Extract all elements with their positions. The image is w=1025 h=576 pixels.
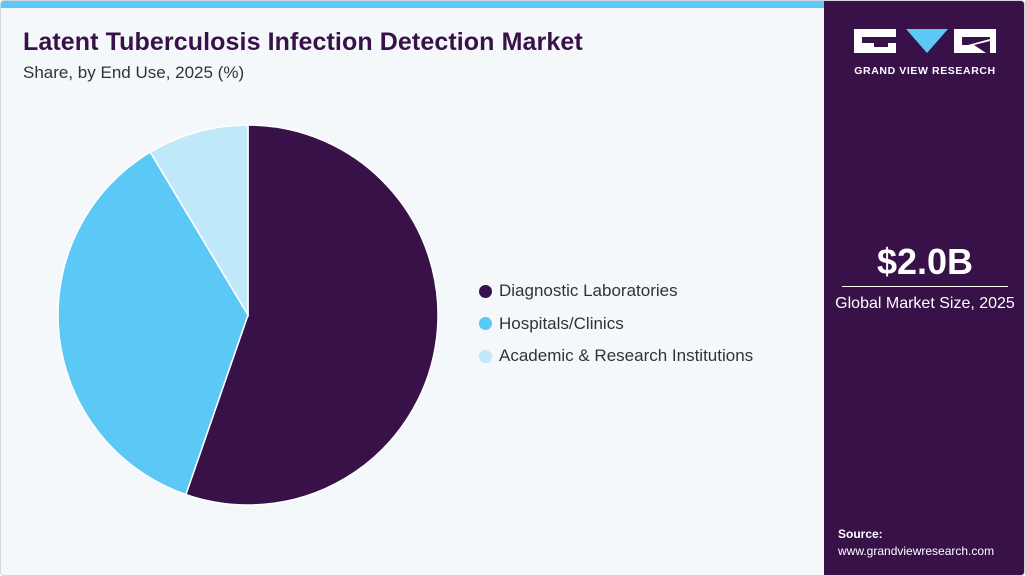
legend-label: Diagnostic Laboratories — [499, 281, 678, 300]
legend-swatch — [479, 284, 492, 298]
top-accent-bar — [1, 1, 824, 8]
chart-legend: Diagnostic Laboratories Hospitals/Clinics… — [479, 281, 753, 379]
chart-title: Latent Tuberculosis Infection Detection … — [23, 28, 583, 56]
source-label: Source: — [838, 527, 883, 541]
source-link[interactable]: www.grandviewresearch.com — [838, 544, 995, 558]
brand-name: GRAND VIEW RESEARCH — [854, 65, 996, 77]
pie-chart — [57, 124, 439, 506]
market-size-value: $2.0B — [876, 241, 974, 282]
legend-label: Academic & Research Institutions — [499, 346, 754, 365]
brand-sidebar: GRAND VIEW RESEARCH $2.0B Global Market … — [824, 1, 1024, 575]
market-size-label: Global Market Size, 2025 — [835, 295, 1015, 312]
legend-item: Diagnostic Laboratories — [479, 281, 753, 301]
legend-item: Hospitals/Clinics — [479, 314, 753, 334]
pie-slice-diagnostic-laboratories — [184, 124, 439, 506]
chart-panel: Latent Tuberculosis Infection Detection … — [1, 1, 824, 575]
gvr-logo-icon — [854, 29, 996, 53]
legend-swatch — [479, 349, 492, 363]
chart-subtitle: Share, by End Use, 2025 (%) — [23, 63, 245, 82]
legend-item: Academic & Research Institutions — [479, 346, 753, 366]
legend-swatch — [479, 317, 492, 330]
value-divider — [842, 286, 1008, 287]
pie-slice-hospitals-clinics — [57, 151, 249, 496]
legend-label: Hospitals/Clinics — [499, 313, 624, 333]
pie-slice-academic-research-institutions — [149, 124, 249, 318]
